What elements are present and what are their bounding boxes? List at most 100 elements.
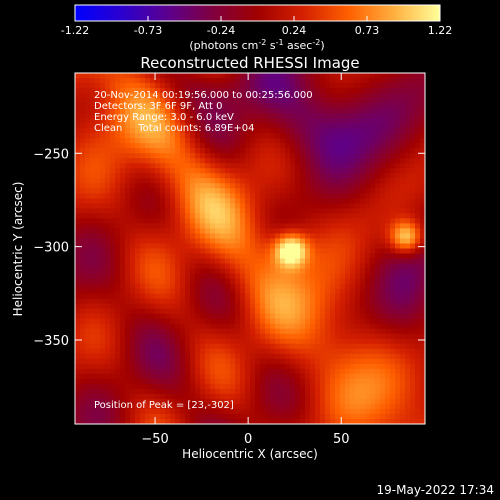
heatmap-cell: [390, 188, 396, 194]
heatmap-cell: [100, 168, 106, 174]
heatmap-cell: [410, 118, 416, 124]
heatmap-cell: [135, 143, 141, 149]
heatmap-cell: [135, 193, 141, 199]
heatmap-cell: [415, 333, 421, 340]
heatmap-cell: [195, 123, 201, 129]
heatmap-cell: [415, 233, 421, 240]
heatmap-cell: [410, 278, 416, 285]
heatmap-cell: [190, 328, 196, 335]
heatmap-cell: [365, 223, 371, 230]
heatmap-cell: [80, 83, 86, 89]
heatmap-cell: [140, 133, 146, 139]
heatmap-cell: [135, 378, 141, 385]
heatmap-cell: [205, 343, 211, 350]
heatmap-cell: [315, 393, 321, 400]
heatmap-cell: [265, 248, 271, 255]
heatmap-cell: [155, 108, 161, 114]
heatmap-cell: [220, 393, 226, 400]
heatmap-cell: [255, 273, 261, 280]
heatmap-cell: [370, 243, 376, 250]
heatmap-cell: [265, 198, 271, 204]
heatmap-cell: [230, 373, 236, 380]
heatmap-cell: [75, 93, 81, 99]
heatmap-cell: [155, 143, 161, 149]
heatmap-cell: [305, 353, 311, 360]
heatmap-cell: [410, 403, 416, 410]
heatmap-cell: [120, 73, 126, 79]
heatmap-cell: [115, 153, 121, 159]
heatmap-cell: [390, 163, 396, 169]
heatmap-cell: [235, 193, 241, 199]
heatmap-cell: [230, 383, 236, 390]
heatmap-cell: [340, 273, 346, 280]
heatmap-cell: [90, 158, 96, 164]
heatmap-cell: [135, 203, 141, 209]
heatmap-cell: [285, 143, 291, 149]
heatmap-cell: [200, 283, 206, 290]
heatmap-cell: [265, 138, 271, 144]
heatmap-cell: [150, 158, 156, 164]
heatmap-cell: [255, 383, 261, 390]
colorbar: [74, 4, 441, 22]
heatmap-cell: [195, 178, 201, 184]
heatmap-cell: [100, 118, 106, 124]
heatmap-cell: [360, 363, 366, 370]
heatmap-cell: [290, 408, 296, 415]
heatmap-cell: [85, 208, 91, 214]
heatmap-cell: [360, 133, 366, 139]
heatmap-cell: [390, 378, 396, 385]
heatmap-cell: [210, 98, 216, 104]
heatmap-cell: [160, 228, 166, 235]
heatmap-cell: [410, 303, 416, 310]
heatmap-cell: [95, 73, 101, 79]
heatmap-cell: [155, 313, 161, 320]
heatmap-cell: [410, 128, 416, 134]
heatmap-cell: [95, 238, 101, 245]
heatmap-cell: [230, 253, 236, 260]
heatmap-cell: [350, 208, 356, 214]
heatmap-cell: [395, 378, 401, 385]
heatmap-cell: [355, 313, 361, 320]
heatmap-cell: [310, 133, 316, 139]
heatmap-cell: [110, 108, 116, 114]
heatmap-cell: [410, 163, 416, 169]
heatmap-cell: [270, 118, 276, 124]
heatmap-cell: [365, 163, 371, 169]
heatmap-cell: [365, 243, 371, 250]
heatmap-cell: [210, 243, 216, 250]
heatmap-cell: [275, 303, 281, 310]
heatmap-cell: [275, 123, 281, 129]
heatmap-cell: [105, 203, 111, 209]
heatmap-cell: [380, 333, 386, 340]
heatmap-cell: [135, 288, 141, 295]
heatmap-cell: [155, 353, 161, 360]
heatmap-cell: [330, 398, 336, 405]
heatmap-cell: [185, 383, 191, 390]
heatmap-cell: [360, 183, 366, 189]
heatmap-cell: [305, 193, 311, 199]
heatmap-cell: [155, 113, 161, 119]
heatmap-cell: [175, 318, 181, 325]
heatmap-cell: [320, 193, 326, 199]
heatmap-cell: [130, 93, 136, 99]
heatmap-cell: [125, 418, 131, 424]
heatmap-cell: [220, 108, 226, 114]
heatmap-cell: [275, 213, 281, 220]
heatmap-cell: [320, 383, 326, 390]
heatmap-cell: [295, 368, 301, 375]
heatmap-cell: [375, 278, 381, 285]
heatmap-cell: [135, 183, 141, 189]
heatmap-cell: [75, 198, 81, 204]
heatmap-cell: [405, 293, 411, 300]
heatmap-cell: [360, 343, 366, 350]
heatmap-cell: [225, 278, 231, 285]
heatmap-cell: [150, 353, 156, 360]
heatmap-cell: [395, 273, 401, 280]
heatmap-cell: [130, 343, 136, 350]
heatmap-cell: [420, 213, 425, 220]
heatmap-cell: [190, 298, 196, 305]
heatmap-cell: [265, 98, 271, 104]
heatmap-cell: [300, 183, 306, 189]
heatmap-cell: [140, 348, 146, 355]
heatmap-cell: [115, 353, 121, 360]
